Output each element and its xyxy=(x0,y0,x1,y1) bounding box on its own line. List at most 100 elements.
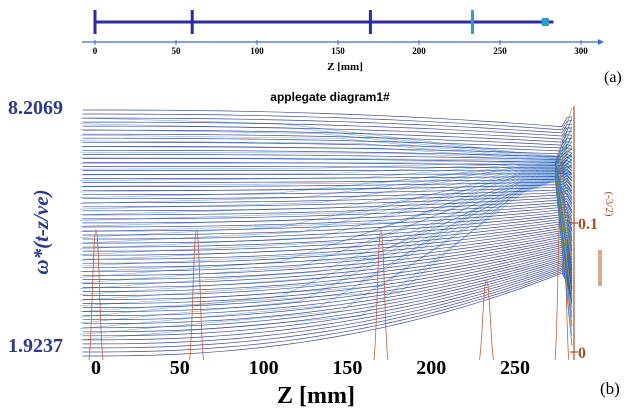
panel-a-tick-label: 0 xyxy=(93,46,98,56)
trajectory-line xyxy=(82,195,573,212)
panel-b-tick-label: 50 xyxy=(170,357,190,379)
right-axis-tick-label: 0.1 xyxy=(578,216,598,233)
panel-a-tick-label: 200 xyxy=(412,46,426,56)
trajectory-line xyxy=(82,252,573,312)
trajectory-line xyxy=(82,230,573,268)
cluster-line xyxy=(554,117,573,164)
trajectory-line xyxy=(82,145,573,155)
trajectory-line xyxy=(82,221,573,252)
trajectory-line xyxy=(82,149,573,158)
gap-field-curve xyxy=(189,229,204,361)
trajectory-line xyxy=(82,234,573,276)
panel-a-markers xyxy=(93,10,549,34)
trajectory-line xyxy=(82,251,573,308)
trajectory-line xyxy=(82,203,573,224)
cluster-line xyxy=(554,179,573,346)
trajectory-line xyxy=(82,201,573,220)
plot-area xyxy=(79,106,580,361)
gap-field-curve xyxy=(479,279,494,361)
trajectory-line xyxy=(82,243,573,292)
trajectory-line xyxy=(82,256,573,321)
trajectory-line xyxy=(82,262,573,333)
panel-a-tick-label: 250 xyxy=(493,46,507,56)
chart-title: applegate diagram1# xyxy=(270,90,390,104)
trajectory-line xyxy=(82,245,573,296)
trajectory-line xyxy=(82,198,573,216)
trajectory-line xyxy=(82,269,573,349)
gap-field-curve xyxy=(373,229,389,361)
trajectory-line xyxy=(82,265,573,341)
trajectory-line xyxy=(82,271,573,353)
panel-a-tick-label: 150 xyxy=(331,46,345,56)
right-axis-tick-label: 0 xyxy=(578,345,586,362)
trajectory-line xyxy=(82,240,573,288)
panel-a-tick-label: 100 xyxy=(250,46,264,56)
trajectory-line xyxy=(82,238,573,284)
gap-field-curves xyxy=(88,159,570,361)
panel-a-output-marker xyxy=(541,18,549,26)
trajectory-line xyxy=(82,168,573,175)
trajectory-line xyxy=(82,225,573,260)
trajectory-line xyxy=(82,159,573,166)
panel-a: 0 50 100 150 200 250 300 Z [mm] (a) xyxy=(82,10,622,86)
cluster-line xyxy=(554,145,573,169)
trajectory-line xyxy=(82,236,573,280)
cluster-line xyxy=(554,163,573,242)
trajectory-line xyxy=(82,183,573,196)
trajectory-line xyxy=(82,209,573,232)
panel-a-tick-label: 300 xyxy=(574,46,588,56)
cluster-line xyxy=(554,169,573,280)
trajectory-line xyxy=(82,206,573,228)
gap-field-curve xyxy=(88,229,104,361)
trajectory-line xyxy=(82,254,573,317)
trajectory-line xyxy=(82,186,573,200)
trajectory-line xyxy=(82,249,573,304)
trajectory-line xyxy=(82,223,573,256)
trajectory-line xyxy=(82,214,573,240)
trajectory-line xyxy=(82,129,573,143)
trajectory-line xyxy=(82,113,573,131)
panel-b-tick-label: 0 xyxy=(91,357,101,379)
cluster-line xyxy=(554,126,573,166)
trajectory-line xyxy=(82,260,573,329)
trajectory-line xyxy=(82,141,573,152)
trajectory-line xyxy=(82,218,573,248)
trajectory-line xyxy=(82,156,573,163)
trajectory-line xyxy=(82,264,573,337)
trajectory-line xyxy=(82,247,573,300)
y-axis-label: ω*(t-z/ve) xyxy=(29,189,53,274)
trajectory-line xyxy=(82,175,573,183)
trajectory-line xyxy=(82,162,573,169)
trajectory-line xyxy=(82,258,573,325)
cluster-line xyxy=(555,164,573,172)
trajectory-line xyxy=(82,180,573,192)
panel-a-xlabel: Z [mm] xyxy=(327,61,363,73)
panel-a-tick-label: 50 xyxy=(172,46,182,56)
panel-a-label: (a) xyxy=(604,69,622,86)
trajectory-line xyxy=(82,153,573,161)
cluster-line xyxy=(554,155,573,170)
right-axis-label: (-3/2) xyxy=(603,191,615,216)
trajectory-line xyxy=(82,172,573,179)
trajectory-line xyxy=(82,178,573,187)
gap-field-curve xyxy=(554,159,570,361)
panel-b-x-ticks: 0 50 100 150 200 250 xyxy=(91,357,530,379)
right-axis: 00.1 xyxy=(570,106,598,362)
trajectory-line xyxy=(82,192,573,208)
cluster-line xyxy=(554,107,573,163)
y-top-label: 8.2069 xyxy=(8,97,63,119)
trajectory-line xyxy=(82,228,573,264)
applegate-trajectory-lines xyxy=(82,109,573,357)
trajectory-line xyxy=(82,133,573,146)
cluster-line xyxy=(554,164,573,251)
trajectory-line xyxy=(82,189,573,204)
panel-b-tick-label: 200 xyxy=(416,357,446,379)
output-bunch-cluster xyxy=(554,107,573,346)
trajectory-line xyxy=(82,109,573,128)
trajectory-line xyxy=(82,117,573,134)
trajectory-line xyxy=(82,272,573,357)
panel-b: applegate diagram1# 8.2069 1.9237 ω*(t-z… xyxy=(8,90,620,409)
trajectory-line xyxy=(82,121,573,137)
trajectory-line xyxy=(82,232,573,272)
